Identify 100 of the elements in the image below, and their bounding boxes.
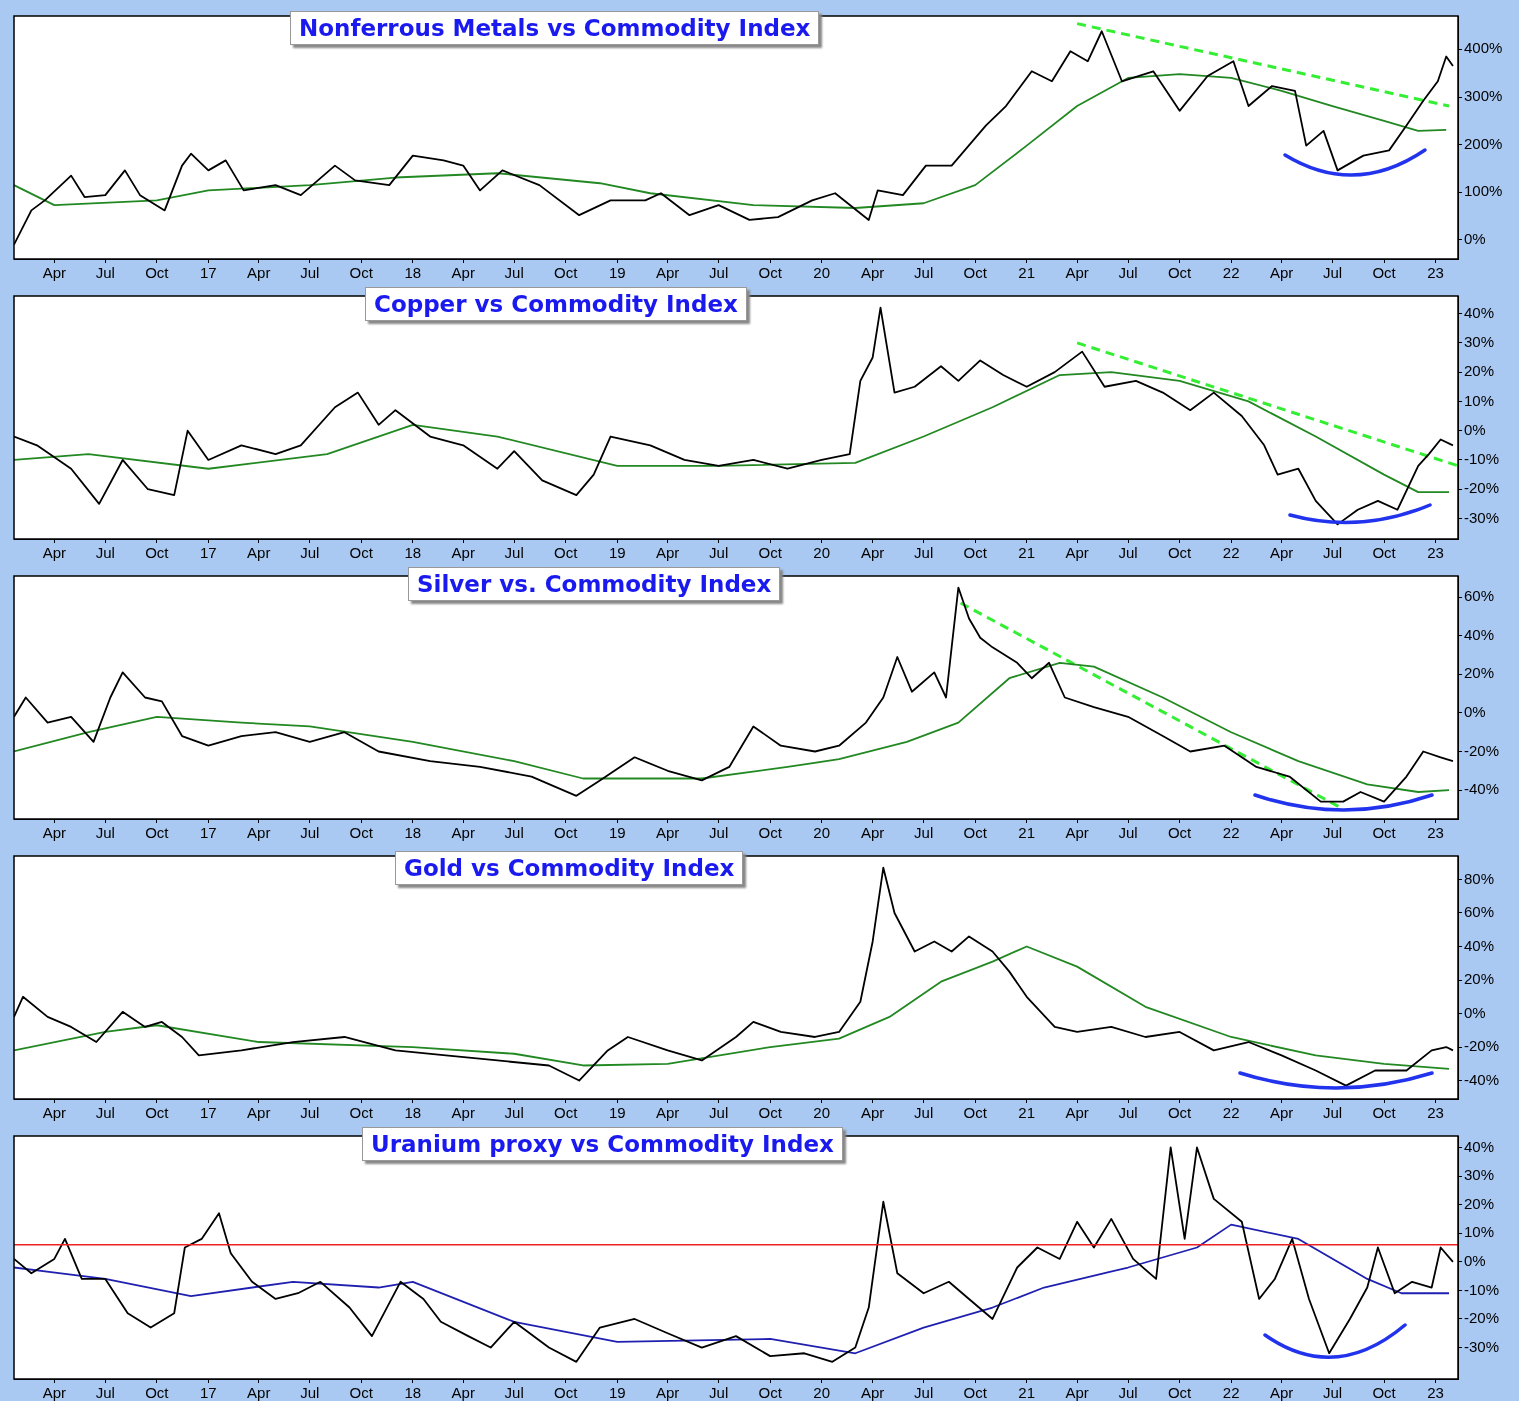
x-tick-label: Apr — [861, 1384, 885, 1401]
y-tick-label: 0% — [1464, 703, 1486, 721]
y-tick-label: -10% — [1464, 450, 1500, 468]
x-tick-label: 20 — [813, 1384, 831, 1401]
x-tick-label: Oct — [1167, 544, 1193, 562]
y-tick-label: 10% — [1464, 1223, 1495, 1241]
x-tick-label: Oct — [1167, 824, 1193, 842]
x-tick-label: Oct — [145, 1104, 170, 1122]
x-tick-label: Apr — [1065, 544, 1089, 562]
x-tick-label: Apr — [1269, 824, 1294, 842]
x-tick-label: 22 — [1222, 824, 1240, 842]
x-tick-label: Jul — [1322, 1384, 1343, 1401]
y-tick-label: 20% — [1464, 664, 1495, 682]
x-tick-label: 23 — [1427, 824, 1444, 842]
x-tick-label: 17 — [200, 544, 217, 562]
x-tick-label: 18 — [404, 1104, 422, 1122]
chart-title: Uranium proxy vs Commodity Index — [362, 1127, 843, 1161]
x-tick-label: Jul — [914, 1104, 934, 1122]
x-tick-label: Jul — [300, 544, 320, 562]
x-tick-label: Apr — [451, 264, 475, 282]
x-tick-label: Jul — [1322, 264, 1343, 282]
x-tick-label: Apr — [861, 544, 885, 562]
x-tick-label: Oct — [349, 544, 374, 562]
x-tick-label: Jul — [1118, 824, 1138, 842]
x-tick-label: Jul — [504, 544, 524, 562]
x-tick-label: Apr — [1269, 1384, 1294, 1401]
chart-title: Silver vs. Commodity Index — [408, 567, 781, 601]
x-tick-label: Apr — [42, 1384, 66, 1401]
x-tick-label: Oct — [758, 544, 783, 562]
x-tick-label: Jul — [1322, 544, 1343, 562]
x-tick-label: 23 — [1427, 1384, 1444, 1401]
x-tick-label: Jul — [95, 264, 115, 282]
x-tick-label: Apr — [451, 824, 475, 842]
x-tick-label: Jul — [1118, 1384, 1138, 1401]
x-tick-label: Oct — [145, 544, 170, 562]
x-tick-label: Jul — [95, 1104, 115, 1122]
y-tick-label: 0% — [1464, 230, 1486, 248]
y-tick-label: 30% — [1464, 332, 1495, 350]
x-tick-label: Oct — [963, 1104, 988, 1122]
x-tick-label: Jul — [1322, 824, 1343, 842]
x-tick-label: Apr — [247, 544, 271, 562]
x-tick-label: Oct — [349, 824, 374, 842]
x-tick-label: 19 — [608, 544, 626, 562]
x-tick-label: Oct — [554, 824, 579, 842]
y-tick-label: 80% — [1464, 869, 1495, 887]
x-tick-label: Oct — [554, 264, 579, 282]
chart-title: Copper vs Commodity Index — [365, 287, 747, 321]
x-tick-label: Apr — [1065, 1104, 1089, 1122]
x-tick-label: 22 — [1222, 264, 1240, 282]
x-tick-label: Jul — [504, 264, 524, 282]
y-tick-label: -40% — [1464, 1070, 1500, 1088]
x-tick-label: 20 — [813, 264, 831, 282]
x-tick-label: Jul — [95, 544, 115, 562]
y-tick-label: -40% — [1464, 780, 1500, 798]
x-tick-label: 20 — [813, 824, 831, 842]
x-tick-label: Apr — [655, 264, 680, 282]
x-tick-label: Oct — [1372, 1104, 1397, 1122]
y-tick-label: -30% — [1464, 1337, 1500, 1355]
x-tick-label: Apr — [655, 1104, 680, 1122]
x-tick-label: Apr — [1065, 264, 1089, 282]
x-tick-label: 17 — [200, 264, 217, 282]
x-tick-label: Apr — [1269, 544, 1294, 562]
x-tick-label: Apr — [655, 1384, 680, 1401]
y-tick-label: 40% — [1464, 1137, 1495, 1155]
x-tick-label: Apr — [1269, 1104, 1294, 1122]
x-tick-label: Oct — [758, 1384, 783, 1401]
x-tick-label: Apr — [247, 824, 271, 842]
x-tick-label: Apr — [861, 1104, 885, 1122]
x-tick-label: Apr — [1065, 824, 1089, 842]
x-tick-label: 23 — [1427, 264, 1444, 282]
x-tick-label: Oct — [758, 824, 783, 842]
y-tick-label: -20% — [1464, 1309, 1500, 1327]
x-tick-label: Oct — [1372, 824, 1397, 842]
x-tick-label: Oct — [963, 1384, 988, 1401]
x-tick-label: Jul — [1118, 264, 1138, 282]
x-tick-label: Apr — [451, 544, 475, 562]
x-tick-label: Oct — [349, 1104, 374, 1122]
x-tick-label: 19 — [608, 1104, 626, 1122]
y-tick-label: 400% — [1464, 39, 1503, 57]
x-tick-label: 19 — [608, 1384, 626, 1401]
y-tick-label: 40% — [1464, 936, 1495, 954]
x-tick-label: Jul — [709, 544, 729, 562]
x-tick-label: Jul — [709, 1384, 729, 1401]
x-tick-label: Jul — [504, 824, 524, 842]
y-tick-label: -10% — [1464, 1280, 1500, 1298]
x-tick-label: 22 — [1222, 1384, 1240, 1401]
x-tick-label: Jul — [709, 1104, 729, 1122]
x-tick-label: Oct — [963, 544, 988, 562]
x-tick-label: Oct — [1372, 544, 1397, 562]
y-tick-label: -20% — [1464, 1037, 1500, 1055]
x-tick-label: Oct — [1372, 1384, 1397, 1401]
y-tick-label: 30% — [1464, 1166, 1495, 1184]
x-tick-label: Apr — [247, 1384, 271, 1401]
x-tick-label: Apr — [655, 824, 680, 842]
x-tick-label: Apr — [42, 824, 66, 842]
x-tick-label: Apr — [1065, 1384, 1089, 1401]
x-tick-label: Oct — [145, 1384, 170, 1401]
y-tick-label: 60% — [1464, 903, 1495, 921]
x-tick-label: 21 — [1018, 1104, 1036, 1122]
x-tick-label: Jul — [1118, 544, 1138, 562]
